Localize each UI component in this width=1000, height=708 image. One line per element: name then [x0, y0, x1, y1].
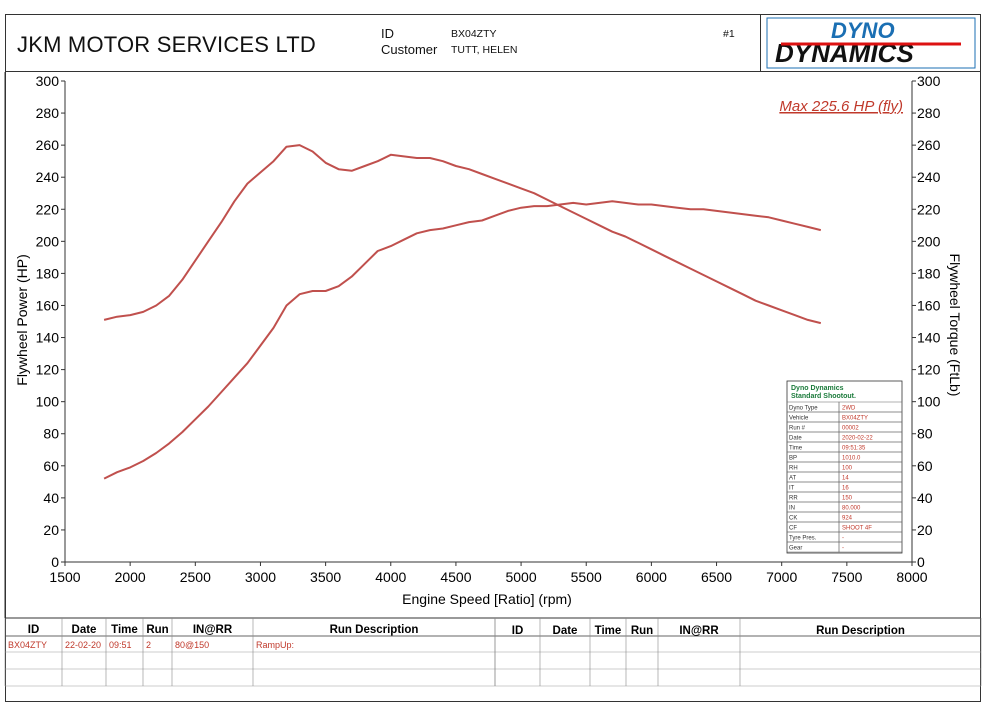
- id-value: BX04ZTY: [451, 28, 497, 40]
- id-label: ID: [381, 26, 394, 41]
- customer-value: TUTT, HELEN: [451, 44, 518, 56]
- header: JKM MOTOR SERVICES LTD ID BX04ZTY Custom…: [5, 14, 981, 72]
- run-tag: #1: [723, 28, 735, 40]
- company-name: JKM MOTOR SERVICES LTD: [17, 32, 317, 57]
- logo-line1: DYNO: [831, 18, 895, 43]
- logo-graphic: DYNO DYNAMICS: [766, 17, 976, 69]
- customer-label: Customer: [381, 42, 438, 57]
- dyno-sheet: [5, 14, 981, 702]
- dyno-dynamics-logo: DYNO DYNAMICS: [760, 14, 981, 71]
